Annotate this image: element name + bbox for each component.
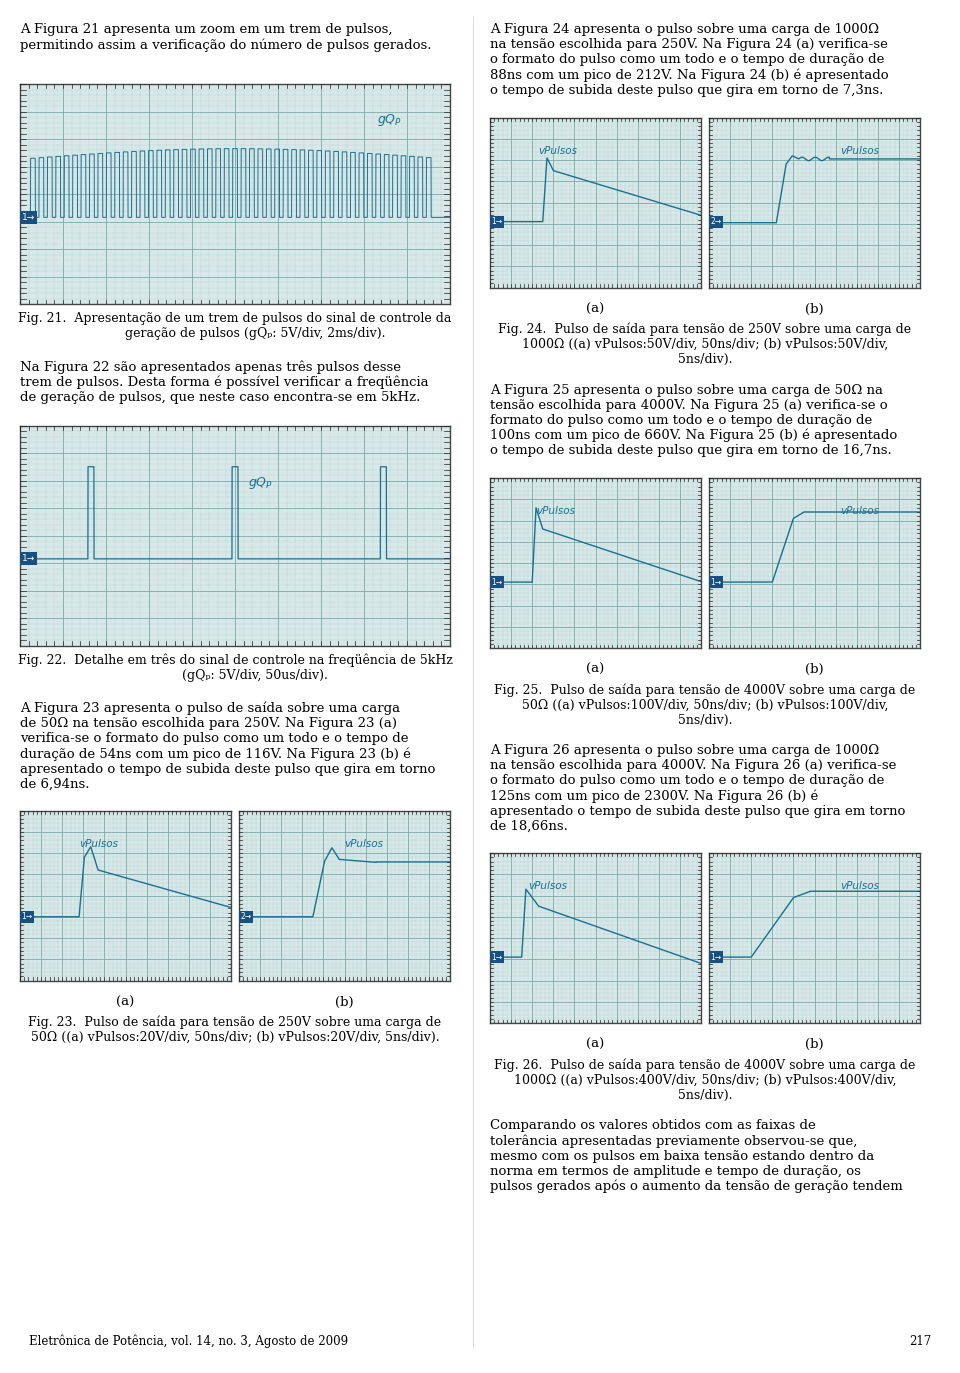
Text: (a): (a) <box>587 663 605 676</box>
Text: vPulsos: vPulsos <box>345 839 383 849</box>
Text: $gQ_P$: $gQ_P$ <box>377 111 402 128</box>
Text: vPulsos: vPulsos <box>840 146 878 155</box>
Text: (a): (a) <box>116 995 134 1009</box>
Text: 1→: 1→ <box>492 217 502 227</box>
Text: $gQ_P$: $gQ_P$ <box>248 475 273 492</box>
Text: 1→: 1→ <box>22 555 36 563</box>
Text: 1→: 1→ <box>492 578 502 586</box>
Text: 2→: 2→ <box>240 912 252 921</box>
Text: (b): (b) <box>335 995 354 1009</box>
Text: vPulsos: vPulsos <box>79 839 118 849</box>
Text: Fig. 26.  Pulso de saída para tensão de 4000V sobre uma carga de
1000Ω ((a) vPul: Fig. 26. Pulso de saída para tensão de 4… <box>494 1059 916 1101</box>
Text: 1→: 1→ <box>21 912 33 921</box>
Text: (b): (b) <box>805 302 824 316</box>
Text: (b): (b) <box>805 1038 824 1050</box>
Text: (a): (a) <box>587 1038 605 1050</box>
Text: 217: 217 <box>909 1336 931 1348</box>
Text: Comparando os valores obtidos com as faixas de
tolerância apresentadas previamen: Comparando os valores obtidos com as fai… <box>490 1119 902 1193</box>
Text: Eletrônica de Potência, vol. 14, no. 3, Agosto de 2009: Eletrônica de Potência, vol. 14, no. 3, … <box>29 1335 348 1348</box>
Text: 1→: 1→ <box>22 213 36 222</box>
Text: A Figura 25 apresenta o pulso sobre uma carga de 50Ω na
tensão escolhida para 40: A Figura 25 apresenta o pulso sobre uma … <box>490 383 898 457</box>
Text: Fig. 23.  Pulso de saída para tensão de 250V sobre uma carga de
50Ω ((a) vPulsos: Fig. 23. Pulso de saída para tensão de 2… <box>29 1016 442 1043</box>
Text: A Figura 26 apresenta o pulso sobre uma carga de 1000Ω
na tensão escolhida para : A Figura 26 apresenta o pulso sobre uma … <box>490 744 905 832</box>
Text: (a): (a) <box>587 302 605 316</box>
Text: vPulsos: vPulsos <box>840 881 878 891</box>
Text: 1→: 1→ <box>710 953 721 961</box>
Text: vPulsos: vPulsos <box>539 146 578 155</box>
Text: vPulsos: vPulsos <box>840 507 878 516</box>
Text: A Figura 21 apresenta um zoom em um trem de pulsos,
permitindo assim a verificaç: A Figura 21 apresenta um zoom em um trem… <box>20 23 431 52</box>
Text: Fig. 24.  Pulso de saída para tensão de 250V sobre uma carga de
1000Ω ((a) vPuls: Fig. 24. Pulso de saída para tensão de 2… <box>498 323 912 367</box>
Text: Fig. 25.  Pulso de saída para tensão de 4000V sobre uma carga de
50Ω ((a) vPulso: Fig. 25. Pulso de saída para tensão de 4… <box>494 682 916 726</box>
Text: A Figura 23 apresenta o pulso de saída sobre uma carga
de 50Ω na tensão escolhid: A Figura 23 apresenta o pulso de saída s… <box>20 702 436 791</box>
Text: 1→: 1→ <box>492 953 502 961</box>
Text: vPulsos: vPulsos <box>528 881 567 891</box>
Text: (b): (b) <box>805 663 824 676</box>
Text: 2→: 2→ <box>710 217 721 227</box>
Text: vPulsos: vPulsos <box>537 507 575 516</box>
Text: Fig. 22.  Detalhe em três do sinal de controle na freqüência de 5kHz
          (: Fig. 22. Detalhe em três do sinal de con… <box>17 654 452 682</box>
Text: 1→: 1→ <box>710 578 721 586</box>
Text: Fig. 21.  Apresentação de um trem de pulsos do sinal de controle da
          ge: Fig. 21. Apresentação de um trem de puls… <box>18 312 452 341</box>
Text: A Figura 24 apresenta o pulso sobre uma carga de 1000Ω
na tensão escolhida para : A Figura 24 apresenta o pulso sobre uma … <box>490 23 889 96</box>
Text: Na Figura 22 são apresentados apenas três pulsos desse
trem de pulsos. Desta for: Na Figura 22 são apresentados apenas trê… <box>20 360 428 404</box>
